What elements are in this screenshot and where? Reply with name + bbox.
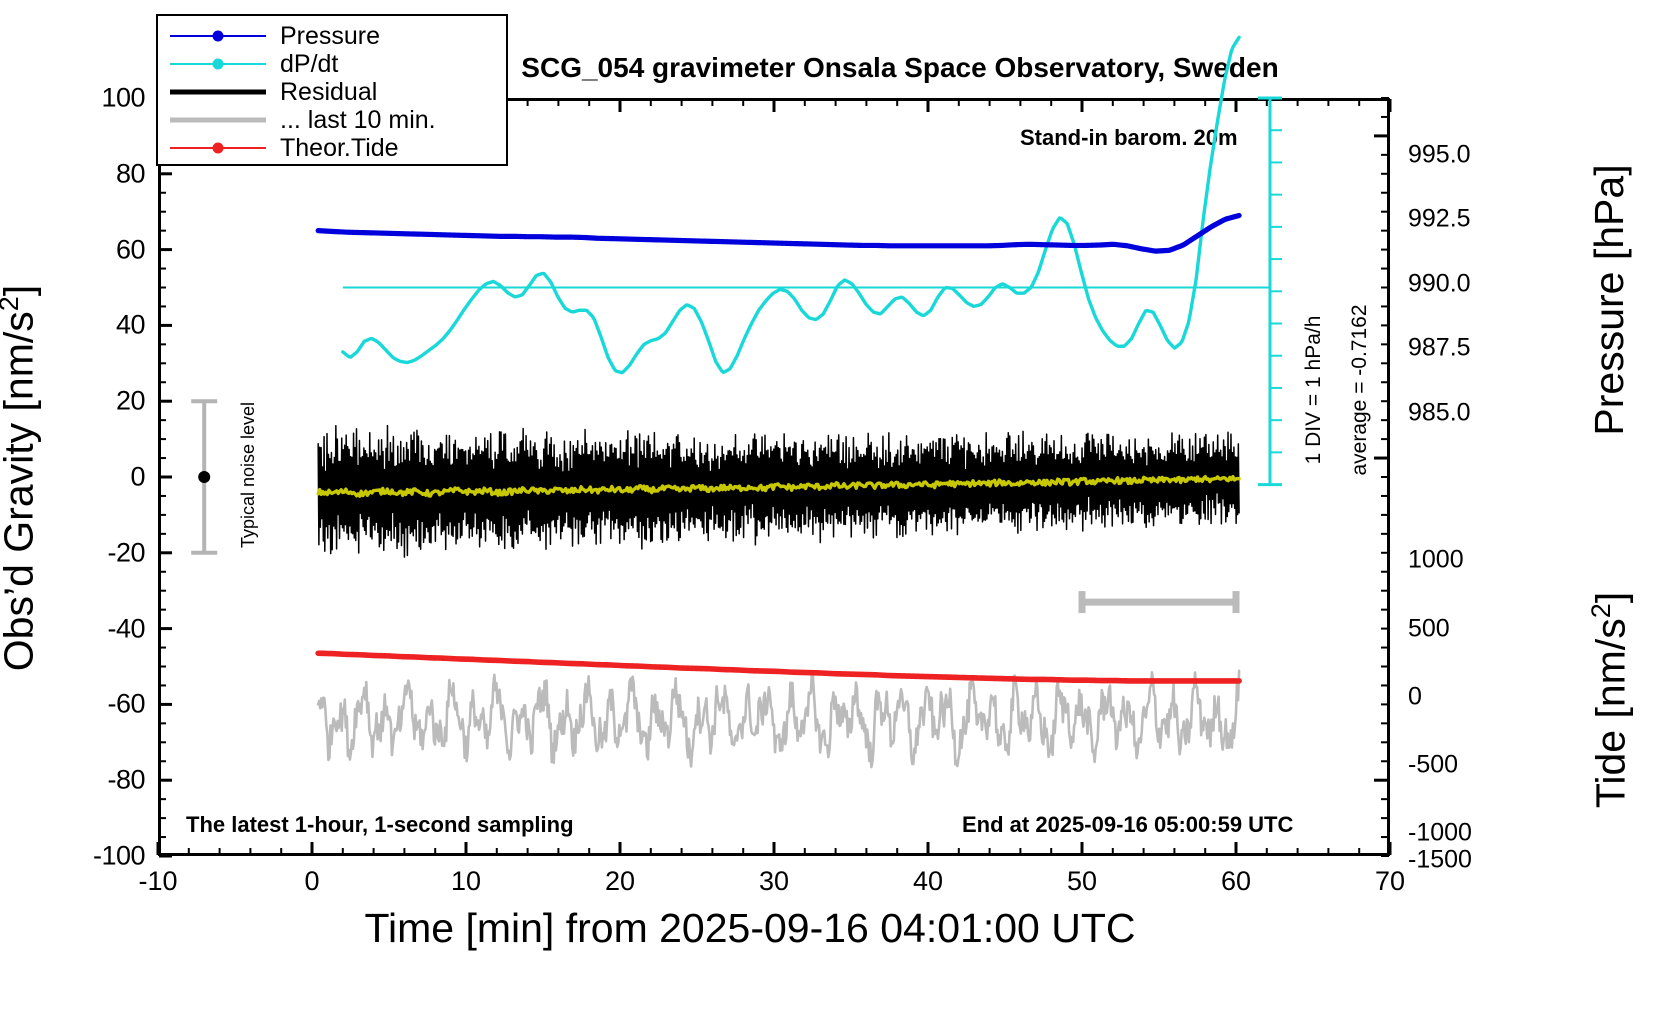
- legend-item-3[interactable]: ... last 10 min.: [166, 106, 506, 134]
- tide-tick-label: 500: [1408, 614, 1450, 643]
- y-tick-label: 20: [115, 385, 146, 416]
- legend-line-dot-icon: [166, 138, 270, 158]
- tide-tick-label: 0: [1408, 682, 1422, 711]
- legend-item-4[interactable]: Theor.Tide: [166, 134, 506, 162]
- y-axis-label-pressure: Pressure [hPa]: [1586, 164, 1632, 436]
- y-axis-label-tide-tail: ]: [1587, 591, 1634, 604]
- pressure-tick-label: 990.0: [1408, 269, 1471, 298]
- legend-item-2[interactable]: Residual: [166, 78, 506, 106]
- tide-tick-label: -500: [1408, 750, 1459, 779]
- legend-item-label: Pressure: [280, 21, 381, 50]
- tide-tick-label: -1500: [1408, 845, 1472, 874]
- annotation-dpdt-scale: 1 DIV = 1 hPa/h: [1302, 315, 1325, 465]
- y-tick-label: 100: [101, 82, 145, 113]
- legend-item-label: dP/dt: [280, 49, 339, 78]
- annotation-stand-in-barometer: Stand-in barom. 20m: [1020, 125, 1238, 150]
- legend-item-1[interactable]: dP/dt: [166, 50, 506, 78]
- x-tick-label: 30: [758, 866, 790, 896]
- legend-marker-dot-icon: [212, 142, 224, 154]
- pressure-tick-label: 985.0: [1408, 398, 1471, 427]
- annotation-end-time-note: End at 2025-09-16 05:00:59 UTC: [962, 812, 1294, 837]
- y-tick-label: 40: [115, 309, 146, 340]
- legend-thick-line-icon: [166, 110, 270, 130]
- legend-marker-dot-icon: [212, 30, 224, 42]
- annotation-typical-noise-level: Typical noise level: [238, 401, 258, 549]
- y-axis-label-tide: Tide [nm/s2]: [1586, 592, 1635, 808]
- legend-line-dot-icon: [166, 26, 270, 46]
- legend-item-0[interactable]: Pressure: [166, 22, 506, 50]
- x-axis-label: Time [min] from 2025-09-16 04:01:00 UTC: [364, 905, 1136, 951]
- plot-area: [158, 98, 1390, 856]
- y-tick-label: -60: [107, 688, 145, 719]
- y-tick-label: 0: [130, 461, 145, 492]
- y-tick-label: 80: [115, 158, 146, 189]
- y-tick-label: -40: [107, 613, 145, 644]
- legend-item-label: Theor.Tide: [280, 133, 399, 162]
- x-tick-label: 20: [604, 866, 636, 896]
- y-axis-label-tide-text: Tide [nm/s: [1587, 618, 1634, 809]
- x-tick-label: 0: [304, 866, 320, 896]
- y-axis-label-gravity-tail: ]: [0, 284, 42, 297]
- y-tick-label: -80: [107, 764, 145, 795]
- legend-thick-line-icon: [166, 82, 270, 102]
- x-tick-label: 70: [1374, 866, 1406, 896]
- pressure-tick-label: 995.0: [1408, 140, 1471, 169]
- x-tick-label: 40: [912, 866, 944, 896]
- pressure-tick-label: 987.5: [1408, 333, 1471, 362]
- annotation-sampling-note: The latest 1-hour, 1-second sampling: [186, 812, 574, 837]
- legend-line-dot-icon: [166, 54, 270, 74]
- x-tick-label: 10: [450, 866, 482, 896]
- tide-tick-label: -1000: [1408, 818, 1472, 847]
- legend-line-icon: [170, 89, 266, 95]
- legend: Pressure dP/dt Residual... last 10 min. The…: [156, 14, 508, 166]
- chart-title: SCG_054 gravimeter Onsala Space Observat…: [521, 52, 1279, 83]
- annotation-dpdt-average: average = -0.7162: [1348, 304, 1371, 476]
- x-tick-label: 50: [1066, 866, 1098, 896]
- tide-tick-label: 1000: [1408, 545, 1464, 574]
- legend-line-icon: [170, 117, 266, 123]
- y-tick-label: -100: [92, 840, 146, 871]
- x-tick-label: 60: [1220, 866, 1252, 896]
- legend-item-label: Residual: [280, 77, 378, 106]
- y-tick-label: 60: [115, 234, 146, 265]
- legend-item-label: ... last 10 min.: [280, 105, 436, 134]
- pressure-tick-label: 992.5: [1408, 204, 1471, 233]
- x-tick-label: -10: [138, 866, 178, 896]
- y-tick-label: -20: [107, 537, 145, 568]
- legend-marker-dot-icon: [212, 58, 224, 70]
- y-axis-label-tide-exponent: 2: [1586, 603, 1616, 619]
